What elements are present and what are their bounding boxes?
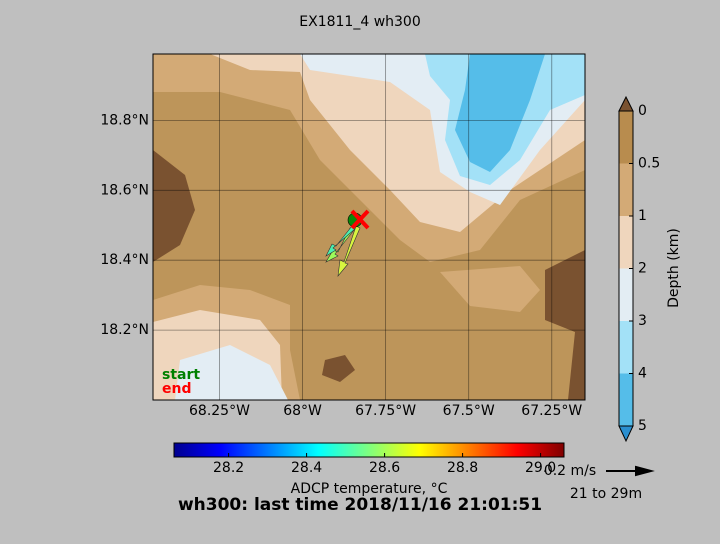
- vectors: [325, 209, 370, 277]
- temperature-tick-label: 28.6: [369, 460, 400, 476]
- title: EX1811_4 wh300: [299, 14, 420, 30]
- x-tick-label: 68.25°W: [189, 403, 250, 419]
- scale-label: 0.2 m/s: [544, 463, 596, 479]
- temperature-label: ADCP temperature, °C: [291, 481, 448, 497]
- depth-colorbar: [618, 95, 634, 443]
- x-tick-label: 68°W: [283, 403, 322, 419]
- temperature-tick-label: 28.4: [291, 460, 322, 476]
- temperature-ticks: [228, 453, 542, 457]
- depth-band: [619, 163, 633, 216]
- depth-band: [619, 321, 633, 374]
- y-tick-label: 18.2°N: [100, 322, 149, 338]
- y-tick-label: 18.8°N: [100, 112, 149, 128]
- y-tick-label: 18.4°N: [100, 252, 149, 268]
- depth-tick-label: 2: [638, 261, 647, 277]
- status: wh300: last time 2018/11/16 21:01:51: [178, 495, 542, 515]
- temperature-colorbar: [173, 442, 565, 458]
- map-frame: [152, 53, 586, 401]
- depth-band: [619, 111, 633, 164]
- depth-tick-label: 5: [638, 418, 647, 434]
- temperature-tick-label: 29.0: [525, 460, 556, 476]
- legend-end: end: [162, 381, 191, 397]
- depth-range: 21 to 29m: [570, 486, 642, 502]
- depth-tick-label: 3: [638, 313, 647, 329]
- depth-band: [619, 268, 633, 321]
- x-tick-label: 67.5°W: [443, 403, 495, 419]
- bathymetry: [153, 54, 585, 400]
- depth-tick-label: 4: [638, 366, 647, 382]
- depth-tick-label: 0.5: [638, 156, 660, 172]
- depth-label: Depth (km): [666, 228, 682, 308]
- legend-start: start: [162, 367, 200, 383]
- depth-tick-label: 1: [638, 208, 647, 224]
- scale-arrow: [606, 465, 655, 477]
- y-tick-label: 18.6°N: [100, 182, 149, 198]
- temperature-tick-label: 28.2: [213, 460, 244, 476]
- grid: [153, 54, 585, 400]
- depth-band: [619, 373, 633, 426]
- depth-band: [619, 216, 633, 269]
- x-tick-label: 67.25°W: [521, 403, 582, 419]
- temperature-tick-label: 28.8: [447, 460, 478, 476]
- x-tick-label: 67.75°W: [355, 403, 416, 419]
- depth-tick-label: 0: [638, 103, 647, 119]
